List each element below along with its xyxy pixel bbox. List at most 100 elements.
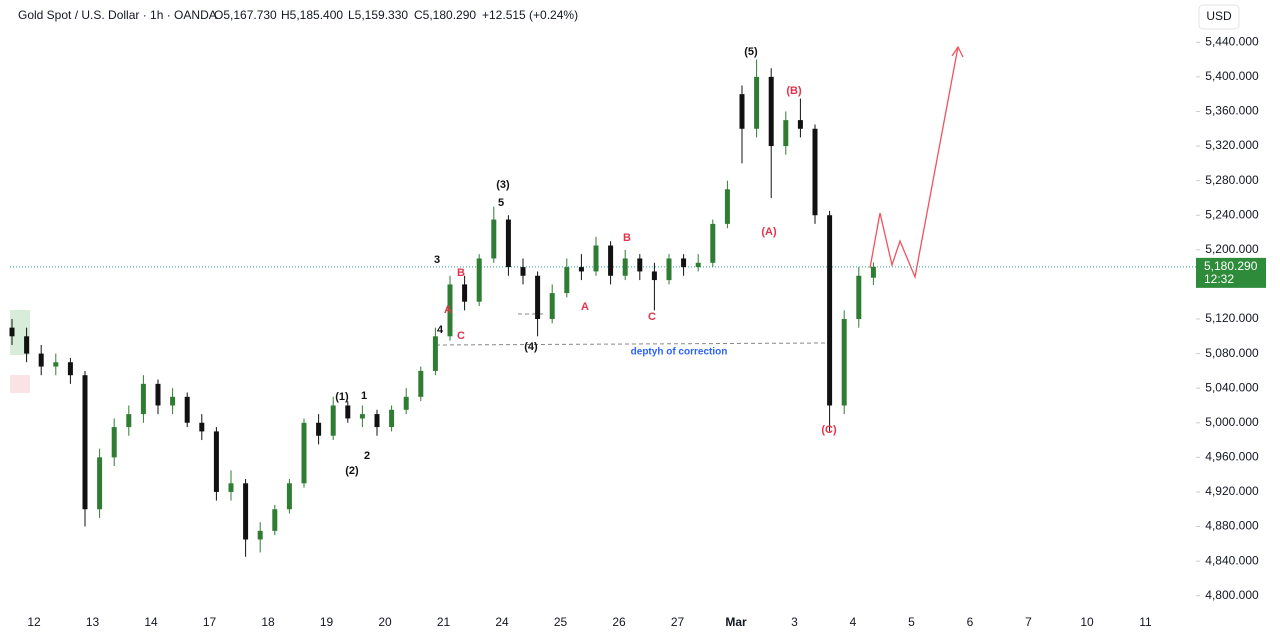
- y-tick-label: 4,960.000: [1205, 450, 1259, 464]
- countdown-label: 12:32: [1204, 272, 1234, 286]
- candle-body: [564, 267, 570, 294]
- wave-label: 5: [498, 197, 504, 209]
- candle-body: [578, 267, 584, 272]
- candle-body: [53, 362, 59, 367]
- wave-label: 1: [361, 390, 367, 402]
- x-tick-label: 5: [908, 615, 915, 629]
- candle-body: [447, 284, 453, 337]
- candle-body: [681, 258, 687, 268]
- candle-body: [797, 120, 803, 129]
- candle-body: [272, 509, 278, 531]
- y-tick-label: 4,800.000: [1205, 588, 1259, 602]
- candle-body: [38, 353, 44, 367]
- y-tick-label: 5,400.000: [1205, 69, 1259, 83]
- x-tick-label: 18: [261, 615, 275, 629]
- candle-body: [432, 336, 438, 371]
- candle-body: [389, 409, 395, 428]
- candle-body: [243, 483, 249, 540]
- x-tick-label: 27: [671, 615, 685, 629]
- candle-body: [345, 405, 351, 419]
- wave-label: (3): [496, 179, 510, 191]
- x-tick-label: 11: [1139, 615, 1152, 629]
- y-tick-label: 5,240.000: [1205, 207, 1259, 221]
- candle-body: [374, 414, 380, 428]
- currency-label[interactable]: USD: [1206, 9, 1232, 23]
- candle-body: [286, 483, 292, 510]
- x-tick-label: 24: [495, 615, 509, 629]
- candle-body: [637, 258, 643, 272]
- wave-label: 3: [434, 254, 440, 266]
- candle-body: [9, 327, 15, 337]
- candle-body: [491, 219, 497, 259]
- candle-body: [608, 245, 614, 276]
- wave-label: (5): [744, 46, 758, 58]
- x-tick-label: 26: [612, 615, 626, 629]
- candle-body: [520, 267, 526, 276]
- ohlc-high: H5,185.400: [281, 8, 343, 22]
- projection-path: [869, 46, 959, 280]
- candle-body: [841, 319, 847, 406]
- x-tick-label: 19: [320, 615, 334, 629]
- candle-body: [170, 396, 176, 406]
- candle-body: [695, 262, 701, 268]
- x-tick-label: 14: [144, 615, 158, 629]
- zone-red: [10, 375, 30, 393]
- candle-body: [462, 284, 468, 302]
- y-tick-label: 5,280.000: [1205, 173, 1259, 187]
- y-tick-label: 4,880.000: [1205, 519, 1259, 533]
- ohlc-change: +12.515 (+0.24%): [482, 8, 578, 22]
- wave-label: (B): [786, 85, 802, 97]
- candle-body: [330, 405, 336, 436]
- y-tick-label: 5,080.000: [1205, 346, 1259, 360]
- candle-body: [768, 76, 774, 147]
- y-tick-label: 4,840.000: [1205, 553, 1259, 567]
- x-tick-label: 13: [86, 615, 100, 629]
- ohlc-header: O5,167.730 H5,185.400 L5,159.330 C5,180.…: [214, 8, 578, 22]
- currency-button[interactable]: [1198, 4, 1240, 30]
- wave-label: A: [581, 301, 589, 313]
- candle-body: [739, 94, 745, 129]
- candle-body: [359, 414, 365, 419]
- candle-body: [870, 266, 876, 278]
- candle-body: [535, 275, 541, 319]
- candle-body: [666, 258, 672, 281]
- x-tick-label: Mar: [725, 615, 747, 629]
- candle-body: [199, 422, 205, 432]
- wave-label: (4): [524, 341, 538, 353]
- ohlc-low: L5,159.330: [348, 8, 408, 22]
- x-tick-label: 3: [791, 615, 798, 629]
- wave-label: A: [444, 304, 452, 316]
- candle-body: [403, 396, 409, 410]
- candle-body: [827, 215, 833, 406]
- x-tick-label: 25: [554, 615, 568, 629]
- y-tick-label: 5,320.000: [1205, 138, 1259, 152]
- candle-body: [549, 293, 555, 319]
- candle-body: [301, 422, 307, 484]
- candle-body: [228, 483, 234, 492]
- chart-title: Gold Spot / U.S. Dollar · 1h · OANDA: [18, 8, 217, 22]
- y-tick-label: 5,200.000: [1205, 242, 1259, 256]
- x-tick-label: 12: [27, 615, 41, 629]
- wave-label: 2: [364, 450, 370, 462]
- candle-body: [505, 219, 511, 268]
- candle-body: [856, 275, 862, 319]
- candle-body: [184, 396, 190, 423]
- x-tick-label: 4: [850, 615, 857, 629]
- x-tick-label: 7: [1025, 615, 1032, 629]
- y-tick-label: 5,360.000: [1205, 104, 1259, 118]
- candle-body: [316, 422, 322, 436]
- candle-body: [257, 530, 263, 540]
- correction-line: [435, 342, 826, 346]
- candle-body: [140, 383, 146, 415]
- candle-body: [111, 427, 117, 458]
- candle-body: [213, 431, 219, 492]
- candle-body: [754, 76, 760, 129]
- wave-label: B: [623, 232, 631, 244]
- x-tick-label: 21: [437, 615, 451, 629]
- wave-label: B: [457, 267, 465, 279]
- candle-body: [812, 128, 818, 216]
- candle-body: [593, 245, 599, 272]
- candle-body: [67, 362, 73, 376]
